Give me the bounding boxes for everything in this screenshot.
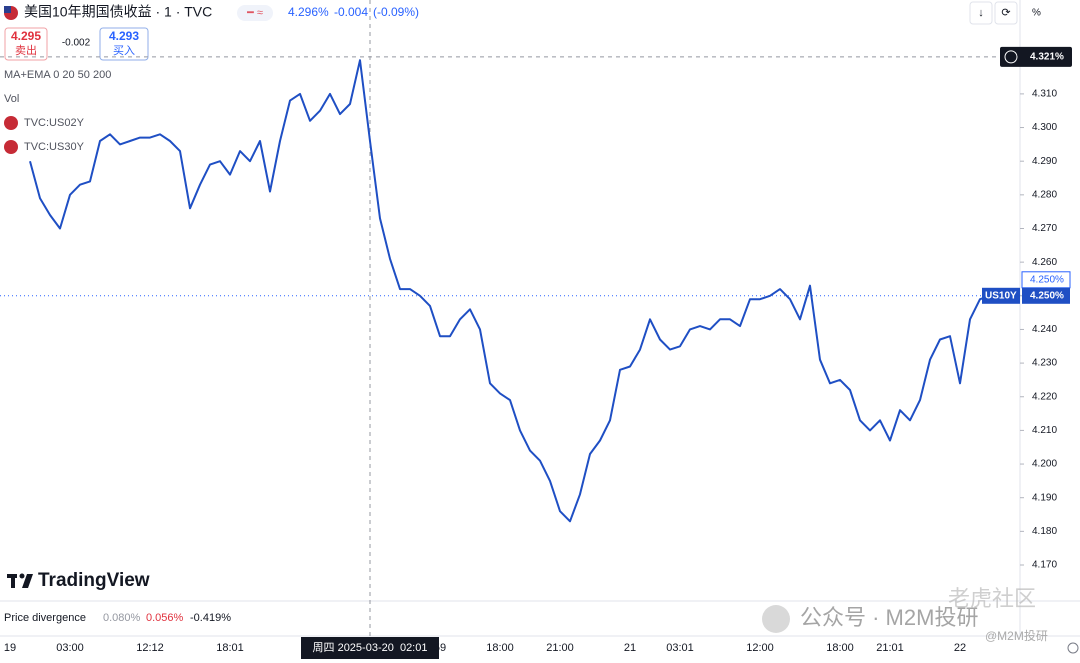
download-button[interactable] <box>969 1 993 25</box>
indicator-label: TVC:US02Y <box>24 117 85 129</box>
buy-label: 买入 <box>113 44 135 57</box>
buy-button[interactable] <box>99 27 149 61</box>
indicator-label: Vol <box>4 93 19 105</box>
chart-title: 美国10年期国债收益 · 1 · TVC <box>24 4 212 20</box>
add-alert-icon <box>1004 50 1018 64</box>
y-tick-label: 4.170 <box>1032 560 1057 571</box>
indicator-label: TVC:US30Y <box>24 141 85 153</box>
x-tick-label: 21 <box>624 642 636 654</box>
y-tick-label: 4.310 <box>1032 89 1057 100</box>
y-tick-label: 4.220 <box>1032 391 1057 402</box>
compare-icon: ━ ≈ <box>246 7 263 19</box>
x-tick-label: 18:01 <box>216 642 244 654</box>
y-tick-label: 4.200 <box>1032 459 1057 470</box>
watermark-icon <box>762 605 790 633</box>
y-tick-label: 4.280 <box>1032 189 1057 200</box>
symbol-icon <box>4 116 18 130</box>
y-tick-label: 4.240 <box>1032 324 1057 335</box>
y-tick-label: 4.270 <box>1032 223 1057 234</box>
x-tick-label: 03:00 <box>56 642 84 654</box>
compare-price-label: 4.250% <box>1030 274 1064 285</box>
x-tick-label: 12:00 <box>746 642 774 654</box>
x-tick-label: 21:00 <box>546 642 574 654</box>
buy-price: 4.293 <box>109 29 139 43</box>
crosshair-price-label: 4.321% <box>1030 52 1064 63</box>
y-tick-label: 4.230 <box>1032 358 1057 369</box>
change-value: -0.004 <box>334 5 368 19</box>
x-tick-label: 21:01 <box>876 642 904 654</box>
y-tick-label: 4.290 <box>1032 156 1057 167</box>
compare-button[interactable] <box>237 5 273 21</box>
crosshair-time-box <box>301 637 439 659</box>
x-tick-label: 12:12 <box>136 642 164 654</box>
logo <box>7 573 33 588</box>
symbol-icon <box>4 140 18 154</box>
crosshair-time-label: 周四 2025-03-20 02:01 <box>313 641 428 654</box>
settings-icon[interactable] <box>1067 642 1079 654</box>
logo-mark <box>11 574 15 588</box>
x-tick-label: 22 <box>954 642 966 654</box>
change-pct: (-0.09%) <box>373 5 419 19</box>
flag-icon-canton <box>4 6 11 13</box>
sell-price: 4.295 <box>11 29 41 43</box>
sell-label: 卖出 <box>15 43 37 57</box>
x-tick-label: 18:00 <box>486 642 514 654</box>
y-tick-label: 4.300 <box>1032 122 1057 133</box>
y-tick-label: 4.260 <box>1032 257 1057 268</box>
y-tick-label: 4.190 <box>1032 492 1057 503</box>
y-tick-label: 4.210 <box>1032 425 1057 436</box>
x-tick-label: 19 <box>4 642 16 654</box>
indicator-label: MA+EMA 0 20 50 200 <box>4 69 111 81</box>
watermark: 公众号 · M2M投研 <box>800 605 978 630</box>
pane-title: Price divergence <box>4 612 86 624</box>
download-icon: ↓ <box>978 7 984 19</box>
last-price-label: 4.250% <box>1030 290 1064 301</box>
refresh-button[interactable] <box>994 1 1018 25</box>
y-tick-label: 4.180 <box>1032 526 1057 537</box>
series-name-box <box>982 287 1020 304</box>
x-tick-label: 03:01 <box>666 642 694 654</box>
price-line <box>29 59 1021 523</box>
x-tick-label: 59 <box>434 642 446 654</box>
pane-value: 0.056% <box>146 612 184 624</box>
logo-text: TradingView <box>38 570 150 591</box>
series-name-label: US10Y <box>985 290 1017 301</box>
logo-mark <box>19 573 25 579</box>
x-tick-label: 18:00 <box>826 642 854 654</box>
logo-mark <box>22 574 33 588</box>
watermark-2: 老虎社区 <box>948 586 1036 611</box>
sell-button[interactable] <box>4 27 48 61</box>
pane-value: -0.419% <box>190 612 231 624</box>
spread: -0.002 <box>62 38 91 49</box>
crosshair-price-box <box>1000 46 1072 67</box>
refresh-icon: ⟳ <box>1001 7 1010 19</box>
watermark-3: @M2M投研 <box>985 628 1048 643</box>
pane-value: 0.080% <box>103 612 141 624</box>
unit-button: % <box>1032 8 1041 19</box>
last-value: 4.296% <box>288 5 329 19</box>
last-price-box <box>1022 287 1070 304</box>
